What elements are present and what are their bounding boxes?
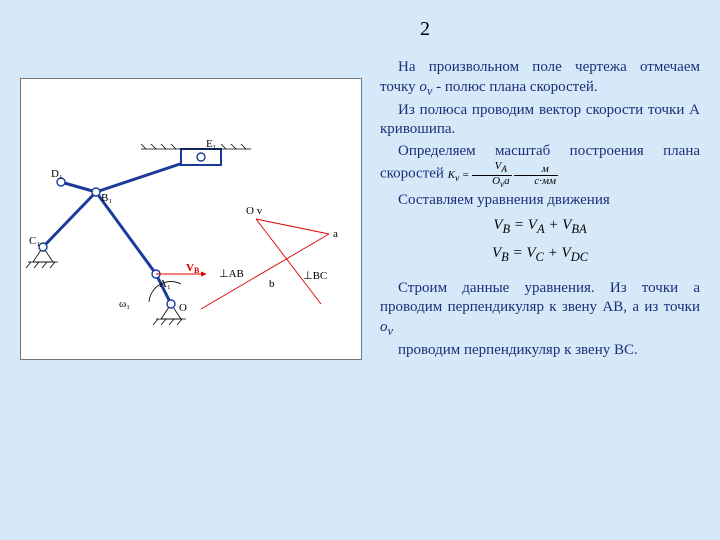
node-E [197, 153, 205, 161]
label-C: C₁ [29, 235, 40, 247]
label-a: a [333, 228, 338, 240]
label-VB: VB [186, 262, 200, 275]
paragraph-3: Определяем масштаб построения плана скор… [380, 142, 700, 189]
page-number: 2 [420, 18, 430, 41]
paragraph-5: Строим данные уравнения. Из точки a пров… [380, 279, 700, 339]
p1-b: - полюс плана скоростей. [432, 79, 597, 95]
node-O [167, 300, 175, 308]
label-D: D₁ [51, 168, 63, 180]
formula-eq1: VB = VA + VBA [380, 216, 700, 237]
label-perp-BC: ⊥BC [303, 270, 327, 282]
label-B: B₁ [101, 192, 112, 204]
node-C [39, 243, 47, 251]
p5-a: Строим данные уравнения. Из точки a пров… [380, 280, 700, 316]
label-perp-AB: ⊥AB [219, 268, 244, 280]
label-A: A₁ [159, 278, 171, 290]
p5-pole: o [380, 319, 388, 335]
vp-Ov-a [256, 219, 329, 234]
node-B [92, 188, 100, 196]
label-b: b [269, 278, 275, 290]
label-omega: ω₁ [119, 298, 130, 310]
paragraph-4: Составляем уравнения движения [380, 191, 700, 211]
formula-eq2: VB = VC + VDC [380, 244, 700, 265]
label-O: O [179, 302, 187, 314]
p1-pole: o [419, 79, 427, 95]
scale-formula-inline: Kv = VAOva мс·мм [448, 169, 558, 181]
diagram-svg: O A₁ B₁ D₁ C₁ E₁ ω₁ VB O v a b ⊥AB ⊥BC [21, 79, 361, 359]
vp-perp-BC [256, 219, 321, 304]
paragraph-6: проводим перпендикуляр к звену ВС. [380, 341, 700, 361]
label-E: E₁ [206, 138, 217, 150]
text-column: На произвольном поле чертежа отмечаем то… [380, 58, 700, 363]
paragraph-1: На произвольном поле чертежа отмечаем то… [380, 58, 700, 99]
paragraph-2: Из полюса проводим вектор скорости точки… [380, 101, 700, 140]
p5-pole-sub: v [388, 324, 394, 338]
mechanism-figure: O A₁ B₁ D₁ C₁ E₁ ω₁ VB O v a b ⊥AB ⊥BC [20, 78, 362, 360]
link-AB [96, 192, 156, 274]
link-CB [43, 192, 96, 247]
label-Ov: O v [246, 205, 263, 217]
link-BD [61, 182, 96, 192]
